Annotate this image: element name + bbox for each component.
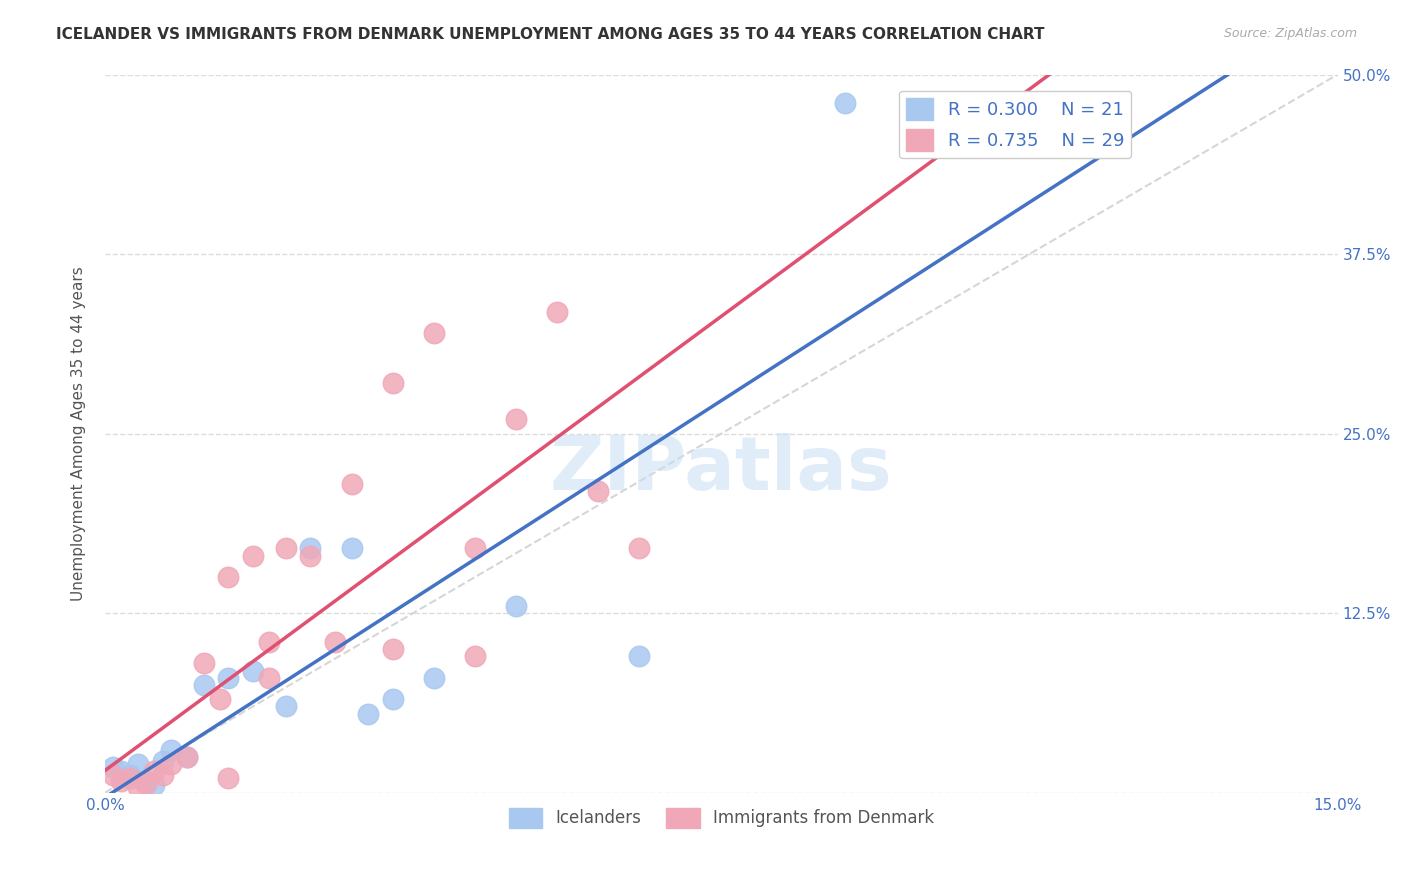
Y-axis label: Unemployment Among Ages 35 to 44 years: Unemployment Among Ages 35 to 44 years (72, 266, 86, 601)
Point (259, 635, 281, 649)
Point (110, 774, 132, 789)
Text: ZIPatlas: ZIPatlas (550, 433, 893, 506)
Point (217, 570, 239, 584)
Point (834, 96, 856, 111)
Point (193, 678, 215, 692)
Point (217, 772, 239, 786)
Point (381, 692, 404, 706)
Point (159, 756, 181, 771)
Point (299, 541, 322, 556)
Point (464, 649, 486, 664)
Point (381, 642, 404, 657)
Point (586, 483, 609, 498)
Point (422, 326, 444, 340)
Point (127, 756, 149, 771)
Point (143, 779, 166, 793)
Point (274, 541, 297, 556)
Point (381, 376, 404, 391)
Point (464, 541, 486, 556)
Point (628, 649, 651, 664)
Point (217, 671, 239, 685)
Point (176, 749, 198, 764)
Point (242, 664, 264, 678)
Point (110, 764, 132, 778)
Point (143, 764, 166, 778)
Point (505, 412, 527, 426)
Point (323, 635, 346, 649)
Point (118, 768, 141, 782)
Point (152, 754, 174, 768)
Point (127, 780, 149, 794)
Point (299, 549, 322, 563)
Point (208, 692, 231, 706)
Point (135, 774, 157, 789)
Point (152, 768, 174, 782)
Point (340, 541, 363, 556)
Text: Source: ZipAtlas.com: Source: ZipAtlas.com (1223, 27, 1357, 40)
Point (118, 772, 141, 786)
Point (505, 599, 527, 613)
Point (259, 671, 281, 685)
Point (422, 671, 444, 685)
Legend: Icelanders, Immigrants from Denmark: Icelanders, Immigrants from Denmark (502, 801, 941, 835)
Text: ICELANDER VS IMMIGRANTS FROM DENMARK UNEMPLOYMENT AMONG AGES 35 TO 44 YEARS CORR: ICELANDER VS IMMIGRANTS FROM DENMARK UNE… (56, 27, 1045, 42)
Point (357, 706, 380, 721)
Point (135, 777, 157, 791)
Point (274, 699, 297, 714)
Point (628, 541, 651, 556)
Point (242, 549, 264, 563)
Point (103, 768, 125, 782)
Point (193, 657, 215, 671)
Point (546, 304, 568, 318)
Point (159, 742, 181, 756)
Point (340, 476, 363, 491)
Point (176, 749, 198, 764)
Point (103, 760, 125, 774)
